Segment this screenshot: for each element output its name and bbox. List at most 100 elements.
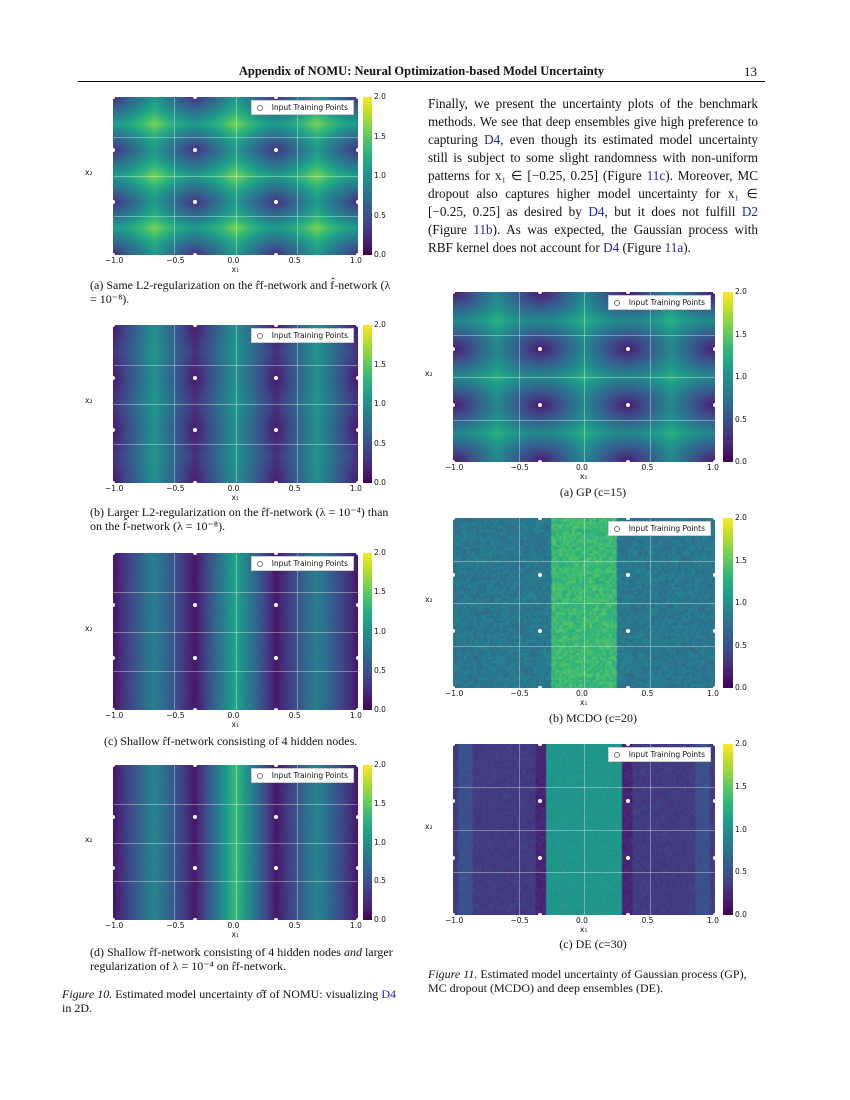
gridline-vertical bbox=[174, 553, 176, 710]
reference-link-d4[interactable]: D4 bbox=[381, 987, 396, 1001]
heatmap-plot: Input Training Points bbox=[451, 290, 717, 464]
gridline-vertical bbox=[235, 553, 237, 710]
training-point bbox=[625, 460, 630, 464]
training-point bbox=[111, 481, 115, 485]
gridline-horizontal bbox=[113, 364, 358, 366]
reference-link[interactable]: D4 bbox=[603, 240, 620, 255]
training-point bbox=[111, 375, 115, 380]
x-tick-label: −0.5 bbox=[166, 484, 185, 493]
caption-text: (d) Shallow r̂f-network consisting of 4 … bbox=[90, 945, 344, 959]
training-point bbox=[274, 763, 279, 767]
training-point bbox=[713, 572, 717, 577]
training-point bbox=[274, 200, 279, 205]
training-point bbox=[713, 913, 717, 917]
training-point bbox=[451, 403, 455, 408]
reference-link[interactable]: 11a bbox=[664, 240, 684, 255]
gridline-vertical bbox=[296, 553, 298, 710]
legend-marker-icon bbox=[256, 773, 263, 779]
training-point bbox=[625, 686, 630, 690]
legend-label: Input Training Points bbox=[628, 750, 705, 759]
caption-fig11a: (a) GP (c=15) bbox=[559, 485, 627, 499]
x-tick-label: 0.0 bbox=[576, 689, 588, 698]
training-point bbox=[538, 346, 543, 351]
paragraph-text: (Figure bbox=[428, 222, 474, 237]
legend-label: Input Training Points bbox=[628, 298, 705, 307]
x-tick-label: −1.0 bbox=[105, 711, 124, 720]
training-point bbox=[451, 742, 455, 746]
reference-link[interactable]: 11b bbox=[473, 222, 493, 237]
gridline-vertical bbox=[296, 765, 298, 920]
training-point bbox=[713, 686, 717, 690]
y-axis-label: x₂ bbox=[425, 821, 433, 831]
caption-fig10a: (a) Same L2-regularization on the r̂f-ne… bbox=[90, 278, 391, 306]
training-point bbox=[713, 346, 717, 351]
training-point bbox=[274, 551, 279, 555]
training-point bbox=[713, 290, 717, 294]
training-point bbox=[538, 913, 543, 917]
gridline-vertical bbox=[518, 518, 520, 688]
caption-text: Estimated model uncertainty σ̂f of NOMU:… bbox=[112, 987, 382, 1001]
reference-link[interactable]: 11c bbox=[646, 168, 666, 183]
caption-text: larger regularization of λ = 10⁻⁴ on r̂f… bbox=[90, 945, 393, 973]
colorbar-tick-label: 0.5 bbox=[374, 210, 386, 220]
reference-link[interactable]: D4 bbox=[484, 132, 501, 147]
colorbar-tick-label: 1.5 bbox=[374, 587, 386, 597]
gridline-vertical bbox=[584, 518, 585, 688]
gridline-vertical bbox=[235, 325, 237, 483]
heatmap-plot: Input Training Points bbox=[111, 763, 360, 922]
training-point bbox=[192, 918, 197, 922]
legend-label: Input Training Points bbox=[271, 771, 348, 780]
gridline-horizontal bbox=[113, 443, 358, 445]
x-tick-label: −0.5 bbox=[510, 916, 529, 925]
training-point bbox=[356, 603, 360, 608]
x-tick-label: −0.5 bbox=[510, 689, 529, 698]
gridline-horizontal bbox=[113, 803, 358, 805]
heatmap-plot: Input Training Points bbox=[451, 516, 717, 690]
training-point bbox=[538, 799, 543, 804]
colorbar-tick-label: 1.5 bbox=[374, 359, 386, 369]
training-point bbox=[538, 742, 543, 746]
colorbar bbox=[723, 518, 733, 688]
x-tick-label: −1.0 bbox=[445, 463, 464, 472]
x-tick-label: 0.5 bbox=[288, 921, 301, 930]
training-point bbox=[356, 95, 360, 99]
x-tick-label: −0.5 bbox=[166, 921, 185, 930]
colorbar bbox=[363, 97, 372, 255]
figure-10-caption: Figure 10. Estimated model uncertainty σ… bbox=[62, 987, 402, 1015]
training-point bbox=[111, 655, 115, 660]
figure-label: Figure 10. bbox=[62, 987, 113, 1001]
colorbar-tick-label: 1.5 bbox=[374, 131, 386, 141]
colorbar-tick-label: 0.5 bbox=[735, 640, 747, 650]
x-tick-label: 1.0 bbox=[350, 484, 362, 493]
training-point bbox=[192, 375, 197, 380]
heatmap-image bbox=[453, 518, 715, 688]
heatmap-plot: Input Training Points bbox=[451, 742, 717, 917]
training-point bbox=[192, 147, 197, 152]
gridline-horizontal bbox=[113, 176, 358, 177]
x-tick-label: 1.0 bbox=[707, 689, 719, 698]
training-point bbox=[538, 460, 543, 464]
training-point bbox=[713, 516, 717, 520]
reference-link[interactable]: D2 bbox=[741, 204, 758, 219]
training-point bbox=[356, 918, 360, 922]
colorbar-tick-label: 1.5 bbox=[374, 798, 386, 808]
training-point bbox=[274, 253, 279, 257]
running-header: Appendix of NOMU: Neural Optimization-ba… bbox=[78, 64, 765, 82]
colorbar-tick-label: 0.5 bbox=[374, 438, 386, 448]
x-tick-label: 1.0 bbox=[707, 916, 719, 925]
colorbar-tick-label: 0.5 bbox=[374, 665, 386, 675]
x-tick-label: 0.0 bbox=[227, 484, 240, 493]
colorbar-tick-label: 0.0 bbox=[374, 915, 386, 924]
training-point bbox=[192, 551, 197, 555]
x-tick-label: 1.0 bbox=[707, 463, 719, 472]
training-point bbox=[625, 290, 630, 294]
training-point bbox=[713, 855, 717, 860]
reference-link[interactable]: D4 bbox=[588, 204, 605, 219]
training-point bbox=[111, 253, 115, 257]
colorbar-tick-label: 0.0 bbox=[735, 910, 747, 919]
x-tick-label: −0.5 bbox=[166, 711, 185, 720]
colorbar-tick-label: 1.0 bbox=[735, 372, 747, 381]
heatmap-image bbox=[453, 292, 715, 462]
legend-marker-icon bbox=[256, 561, 263, 567]
